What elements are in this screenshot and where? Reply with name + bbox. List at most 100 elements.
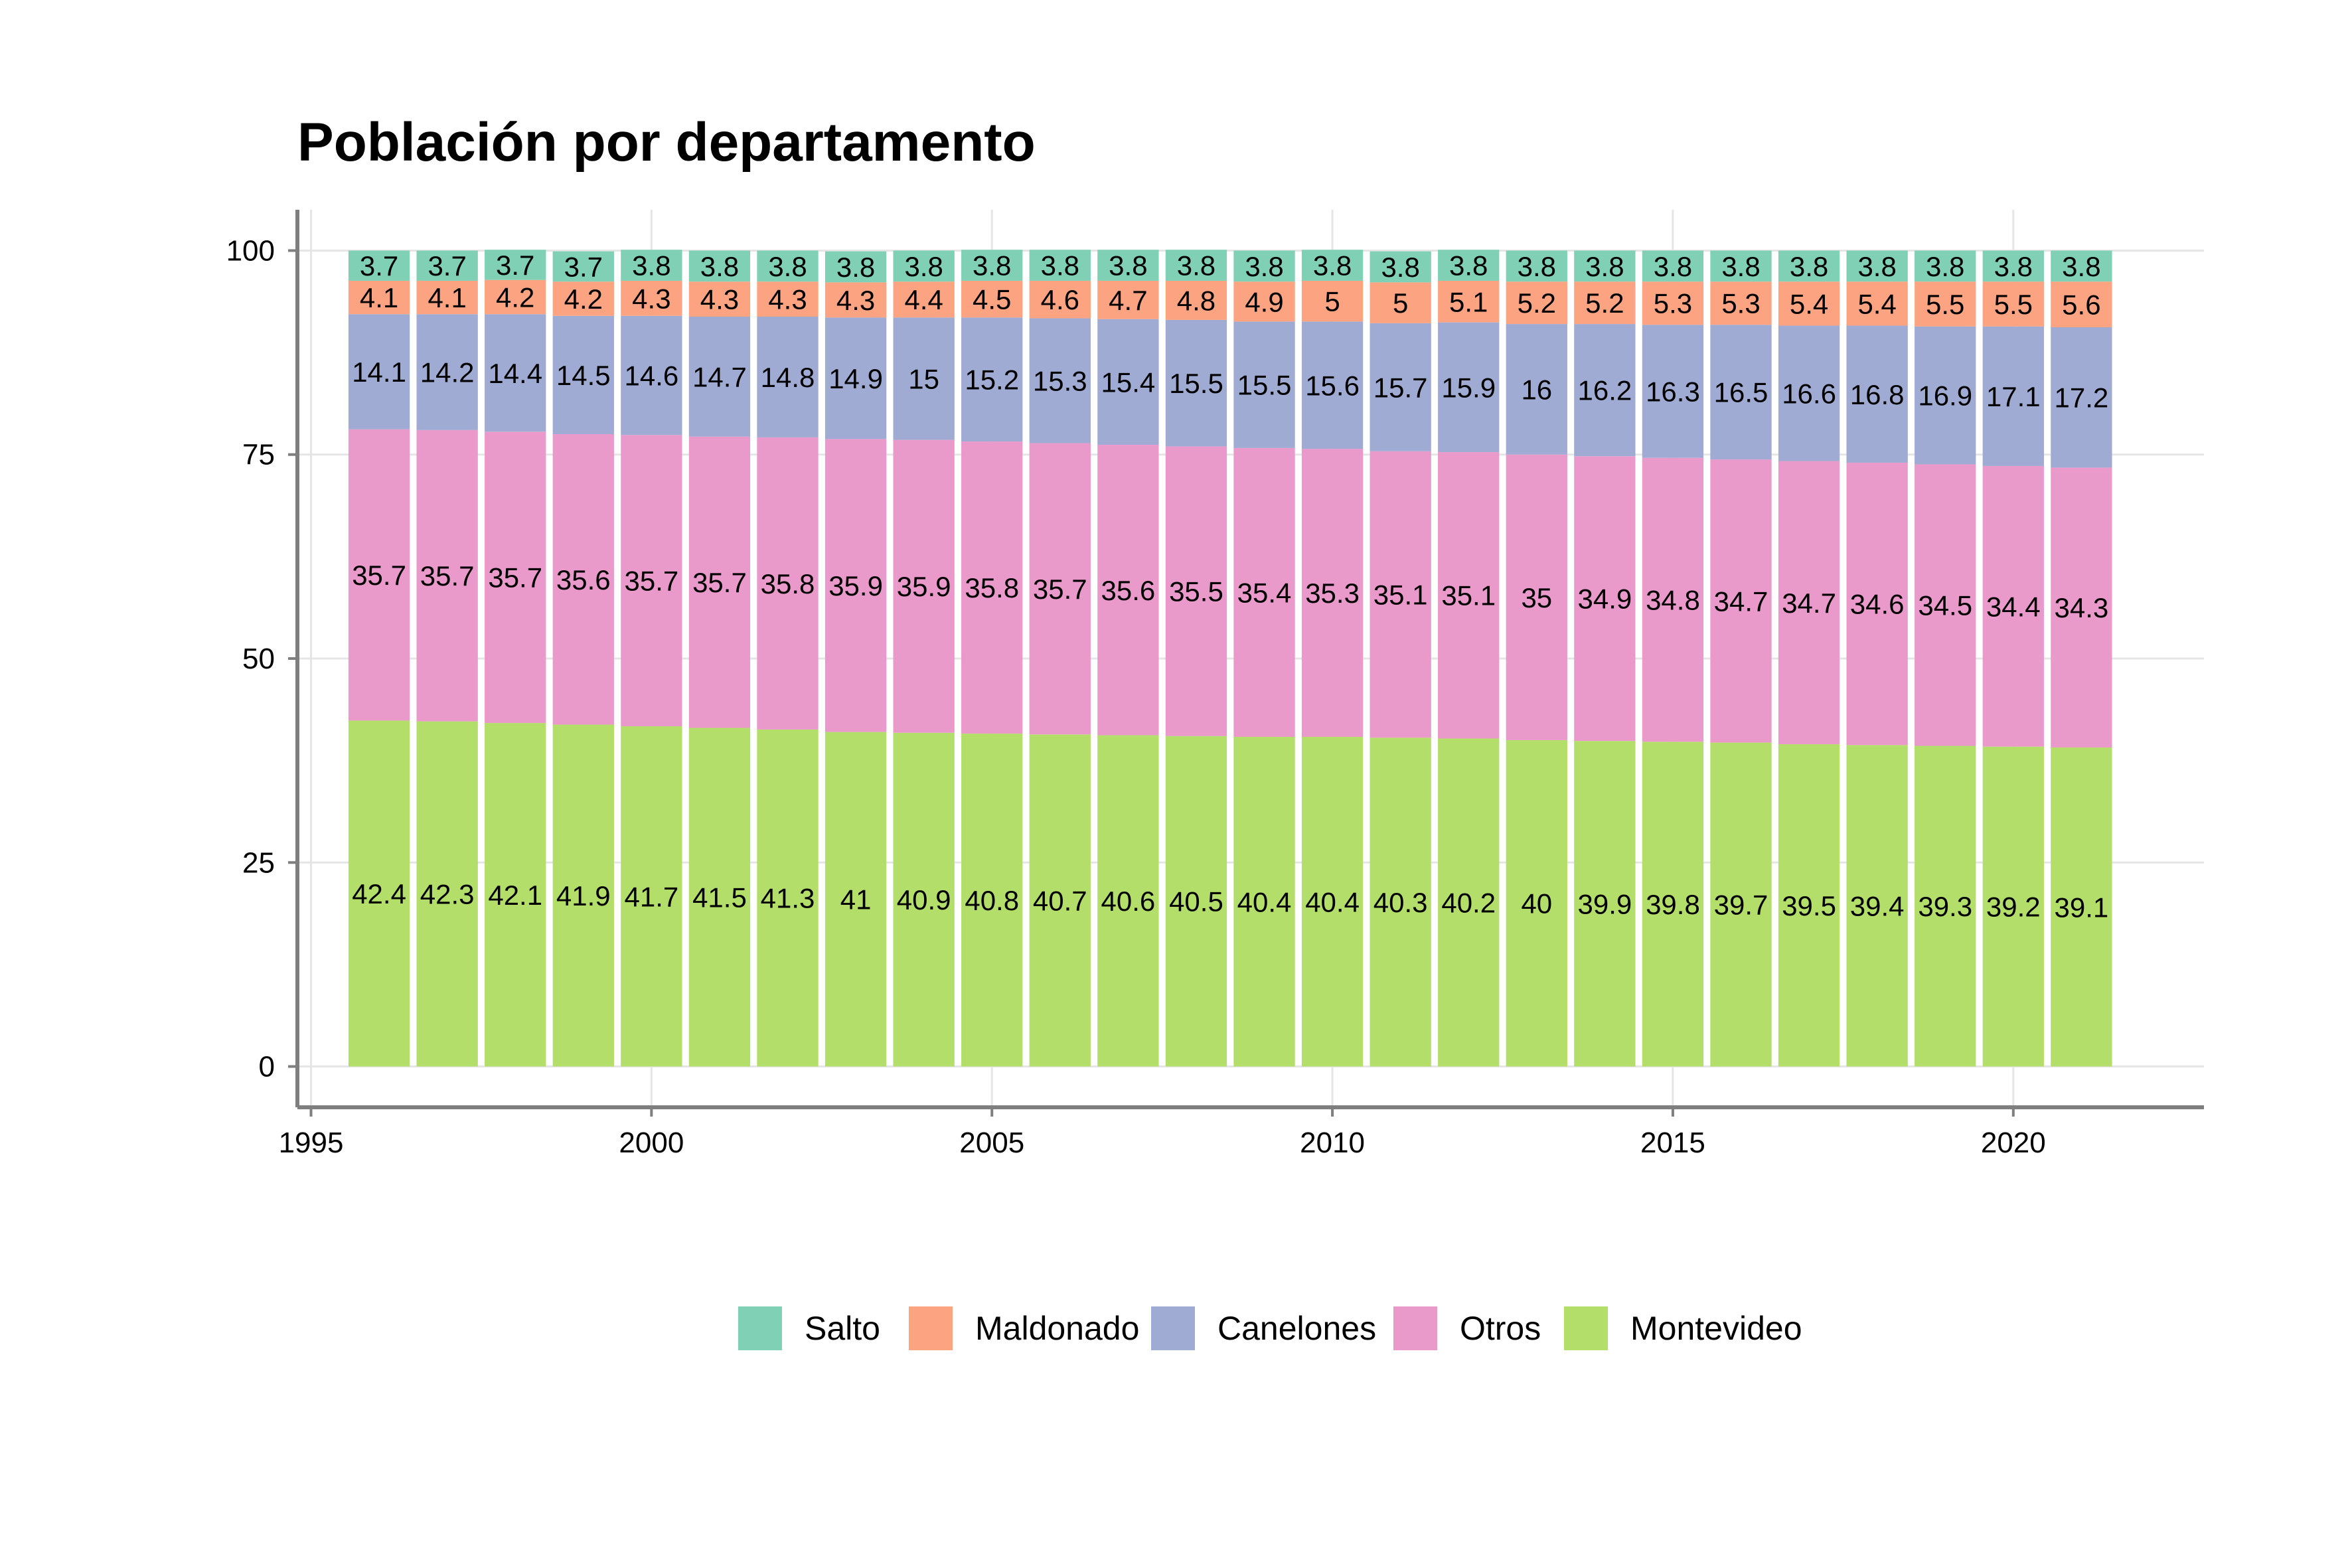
bar-segment [416, 721, 478, 1067]
bar-segment [893, 281, 955, 318]
axes [288, 210, 2204, 1117]
y-tick-label: 75 [242, 439, 275, 471]
data-label: 41.9 [556, 880, 611, 911]
data-label: 15.5 [1169, 368, 1223, 399]
bar-segment [688, 317, 751, 437]
data-label: 14.9 [828, 363, 883, 394]
data-label: 15.6 [1305, 370, 1360, 401]
data-label: 3.8 [1177, 250, 1215, 281]
legend-label: Otros [1460, 1310, 1541, 1347]
y-tick-label: 25 [242, 846, 275, 879]
data-label: 3.8 [632, 250, 670, 281]
bar-segment [688, 436, 751, 728]
bar-segment [1438, 280, 1500, 323]
data-label: 14.7 [692, 361, 747, 392]
legend-label: Salto [805, 1310, 880, 1347]
data-label: 39.8 [1646, 889, 1700, 920]
bar-segment [416, 314, 478, 430]
bar-segment [824, 251, 887, 283]
bar-segment [1846, 250, 1908, 282]
bar-segment [621, 280, 682, 316]
data-label: 40.6 [1101, 886, 1155, 917]
bar-segment [1710, 459, 1772, 743]
legend-label: Maldonado [975, 1310, 1139, 1347]
data-label: 3.7 [360, 250, 398, 281]
bar-segment [757, 281, 819, 317]
bar-segment [1097, 444, 1159, 736]
data-label: 3.8 [1654, 251, 1692, 282]
bar-segment [1370, 251, 1431, 283]
data-label: 4.3 [768, 284, 807, 315]
data-label: 3.8 [1721, 251, 1760, 282]
bar-segment [893, 439, 955, 733]
bar-segment [1982, 281, 2044, 327]
data-label: 41.5 [692, 882, 747, 913]
data-label: 3.8 [836, 252, 875, 283]
data-label: 16.2 [1577, 375, 1632, 406]
legend-label: Montevideo [1630, 1310, 1802, 1347]
data-label: 35.7 [352, 560, 406, 591]
data-label: 5.5 [1926, 289, 1964, 320]
data-label: 40.9 [897, 884, 951, 915]
bar-segment [1506, 454, 1567, 740]
data-label: 34.9 [1577, 584, 1632, 615]
bar-segment [1982, 250, 2044, 282]
data-label: 34.4 [1986, 591, 2041, 622]
bar-segment [757, 437, 819, 730]
bar-segment [1642, 742, 1704, 1067]
data-label: 3.7 [428, 250, 466, 281]
data-label: 4.6 [1041, 284, 1079, 315]
bar-segment [1642, 457, 1704, 742]
bar-segment [552, 724, 614, 1067]
bar-segment [1915, 326, 1976, 465]
data-label: 40.8 [965, 885, 1019, 916]
bar-segment [1370, 282, 1431, 323]
bar-segment [552, 251, 614, 282]
bar-segment [1097, 319, 1159, 445]
data-label: 3.8 [1041, 250, 1079, 281]
bar-segment [348, 250, 410, 281]
bar-segment [416, 430, 478, 722]
chart-title: Población por departamento [297, 112, 1036, 173]
data-label: 35.7 [488, 562, 542, 593]
bar-segment [1506, 250, 1567, 282]
data-label: 35.4 [1237, 577, 1292, 608]
data-label: 5.3 [1654, 288, 1692, 319]
y-tick-label: 0 [259, 1051, 275, 1083]
bar-segment [1778, 461, 1840, 745]
bar-segment [1642, 250, 1704, 282]
data-label: 4.8 [1177, 285, 1215, 316]
data-label: 42.1 [488, 880, 542, 911]
bar-segment [688, 728, 751, 1067]
data-label: 3.7 [496, 250, 534, 281]
data-label: 16.3 [1646, 376, 1700, 407]
data-label: 3.8 [700, 251, 739, 282]
bar-segment [1846, 281, 1908, 326]
data-label: 42.3 [420, 879, 475, 910]
data-label: 14.2 [420, 357, 475, 388]
data-label: 39.5 [1782, 890, 1836, 921]
data-label: 39.2 [1986, 892, 2041, 923]
data-label: 4.1 [360, 282, 398, 313]
data-label: 35.5 [1169, 576, 1223, 607]
bar-segment [961, 317, 1023, 442]
bar-segment [1233, 250, 1295, 282]
data-label: 39.1 [2054, 892, 2108, 923]
bar-segment [621, 315, 682, 435]
data-label: 35.1 [1441, 580, 1496, 611]
data-label: 5.2 [1518, 287, 1556, 319]
bar-segment [1097, 280, 1159, 319]
bar-segment [1029, 734, 1091, 1067]
y-tick-label: 100 [226, 234, 275, 267]
bar-segment [1574, 281, 1636, 325]
data-label: 3.7 [564, 251, 603, 282]
bar-segment [1301, 321, 1364, 449]
data-label: 35.8 [965, 572, 1019, 603]
bar-segment [1710, 250, 1772, 282]
data-label: 4.5 [973, 284, 1011, 315]
bar-segment [1574, 741, 1636, 1067]
bar-segment [824, 282, 887, 318]
bar-segment [416, 280, 478, 315]
data-label: 34.6 [1850, 589, 1905, 620]
data-label: 4.3 [632, 283, 670, 314]
